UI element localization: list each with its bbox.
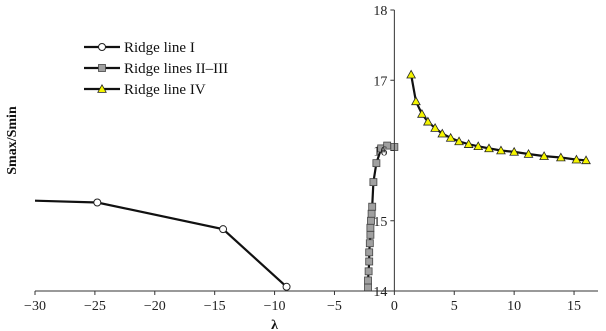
data-point [93,198,102,207]
x-tick-label: 0 [391,299,398,314]
x-tick-label: −15 [204,299,226,314]
y-axis-title: Smax/Smin [5,106,20,175]
x-tick-label: 10 [507,299,521,314]
series-3 [406,69,591,165]
series-1 [0,196,291,291]
legend-label: Ridge line I [124,40,195,56]
data-point [369,178,378,187]
data-point [484,143,494,153]
legend-label: Ridge line IV [124,82,206,98]
x-tick-label: −30 [24,299,46,314]
series-layer [0,69,591,291]
data-point [430,122,440,132]
x-tick-label: 5 [451,299,458,314]
data-point [364,276,372,285]
legend-entry: Ridge lines II–III [84,61,228,77]
data-point [219,225,228,234]
data-point [463,139,474,148]
data-point [539,151,549,160]
legend-marker [98,43,106,51]
data-point [364,283,372,291]
data-point [437,128,448,138]
y-tick-label: 16 [373,145,387,160]
legend-marker [97,83,107,93]
y-tick-label: 18 [373,4,387,19]
data-point [411,96,421,106]
data-point [581,155,591,165]
series-line [410,74,587,162]
data-point [372,159,381,168]
legend: Ridge line I Ridge lines II–III Ridge line… [84,40,228,98]
legend-label: Ridge lines II–III [124,61,228,77]
data-point [473,141,484,151]
data-point [365,239,374,248]
data-point [423,116,433,126]
data-point [417,108,427,118]
data-point [0,196,3,203]
series-line [35,199,288,288]
axes-layer: −30 −25 −20 −15 −10 −5 0 5 10 15 15 16 17 18 14 λ Smax/S… [5,4,598,331]
data-point [365,257,374,266]
data-point [368,202,377,211]
data-point [496,145,506,155]
data-point [571,154,582,164]
x-tick-label: −10 [264,299,286,314]
x-tick-label: −25 [84,299,106,314]
data-point [406,69,417,79]
data-point [555,152,566,162]
y-tick-label: 14 [373,285,387,300]
data-point [365,248,374,257]
y-tick-label: 15 [373,215,387,230]
x-tick-label: −20 [144,299,166,314]
x-axis-title: λ [271,318,278,331]
data-point [445,132,456,142]
x-tick-label: −5 [327,299,342,314]
legend-entry: Ridge line I [84,40,195,56]
data-point [509,146,520,156]
y-tick-label: 17 [373,74,387,89]
x-tick-label: 15 [567,299,581,314]
data-point [454,136,464,146]
data-point [282,282,291,291]
data-point [366,230,375,239]
legend-entry: Ridge line IV [84,82,206,98]
data-point [364,267,373,276]
legend-marker [98,64,106,72]
data-point [523,148,534,158]
